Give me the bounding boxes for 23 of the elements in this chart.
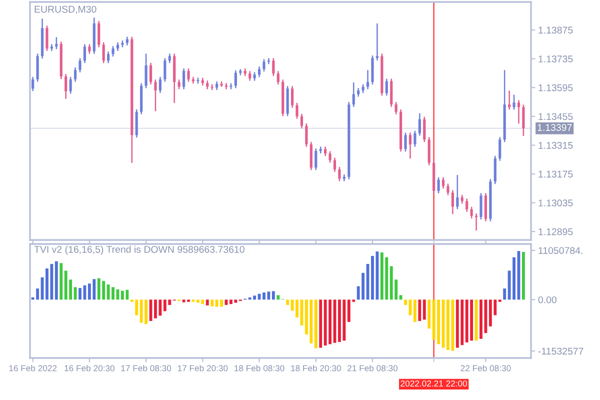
- x-tick-label: 22 Feb 08:30: [460, 364, 511, 372]
- x-tick-label: 21 Feb 08:30: [348, 364, 398, 372]
- chart-title: TVI v2 (16,16,5) Trend is DOWN 9589663.73610: [34, 246, 244, 255]
- y-tick-label: 1.13455: [538, 113, 573, 120]
- y-tick-label: 1.13035: [538, 200, 573, 206]
- y-tick-label: 1.13875: [538, 26, 573, 34]
- y-tick-label: 1.12895: [538, 228, 573, 236]
- y-tick-label: 1.13735: [538, 56, 573, 62]
- ref-line-label: 1.13397: [538, 124, 572, 131]
- x-tick-label: 17 Feb 08:30: [121, 364, 172, 372]
- x-tick-label: 17 Feb 20:30: [178, 364, 228, 372]
- y-tick-label: 1.13595: [538, 84, 573, 92]
- y-tick-label: 0.00: [538, 296, 556, 304]
- x-tick-label: 18 Feb 08:30: [234, 364, 284, 372]
- chart-title: EURUSD,M30: [34, 6, 96, 14]
- y-tick-label: 1.13175: [538, 170, 573, 178]
- x-tick-label: 18 Feb 20:30: [291, 364, 341, 372]
- x-tick-label: 16 Feb 20:30: [64, 364, 114, 372]
- y-tick-label: 1.13315: [538, 142, 573, 149]
- y-tick-label: 11050784.: [538, 247, 582, 254]
- y-tick-label: -11532577: [538, 348, 584, 355]
- x-tick-label: 2022.02.21 22:00: [400, 380, 468, 387]
- x-tick-label: 16 Feb 2022: [9, 364, 57, 372]
